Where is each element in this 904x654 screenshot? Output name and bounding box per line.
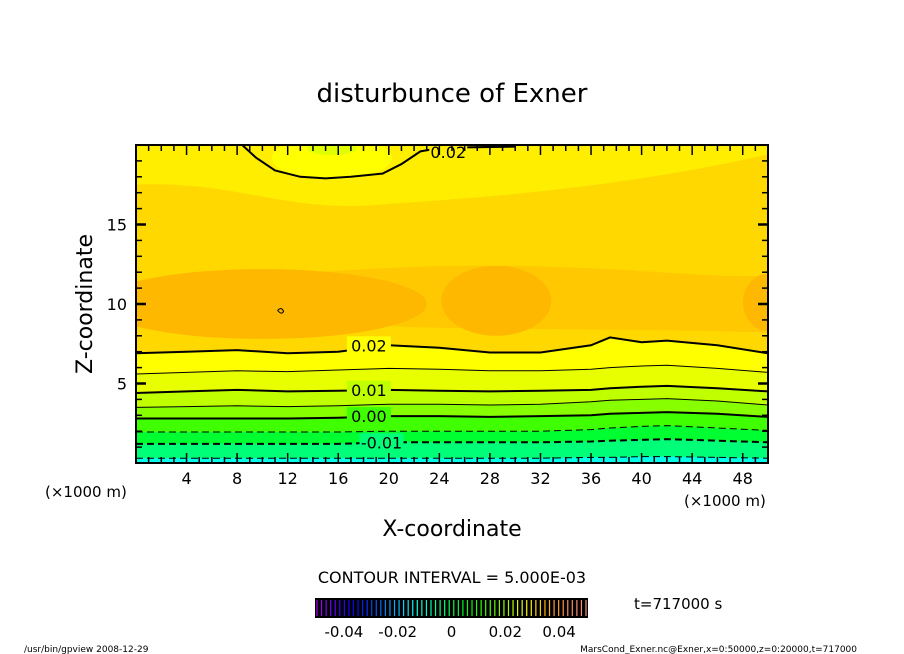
y-axis-label: Z-coordinate <box>73 234 98 374</box>
contour-small-closed <box>277 308 285 314</box>
y-tick-label: 10 <box>107 295 127 314</box>
chart-title: disturbunce of Exner <box>317 79 588 109</box>
contour-line <box>136 438 768 445</box>
y-tick-label: 5 <box>117 375 127 394</box>
blob-deepest <box>441 265 552 336</box>
contour-interval: CONTOUR INTERVAL = 5.000E-03 <box>318 568 586 587</box>
x-tick-label: 40 <box>631 469 651 488</box>
contour-label: 0.00 <box>351 407 387 426</box>
x-axis-label: X-coordinate <box>382 517 521 542</box>
footer-right: MarsCond_Exner.nc@Exner,x=0:50000,z=0:20… <box>580 645 857 654</box>
contour-label: 0.02 <box>351 336 387 355</box>
x-tick-label: 48 <box>733 469 753 488</box>
time-label: t=717000 s <box>634 595 722 613</box>
colorbar <box>315 598 588 618</box>
x-tick-label: 36 <box>581 469 601 488</box>
contour-line <box>136 336 768 355</box>
contour-label-bg <box>359 433 404 452</box>
blob-deepest <box>136 269 427 339</box>
axis-ticks <box>136 145 768 463</box>
x-tick-label: 32 <box>530 469 550 488</box>
contour-line <box>136 398 768 408</box>
x-tick-label: 24 <box>429 469 449 488</box>
x-unit-right: (×1000 m) <box>684 492 766 510</box>
x-tick-label: 28 <box>480 469 500 488</box>
band-top-core <box>306 145 357 156</box>
contour-label-bg <box>346 380 391 399</box>
footer-left: /usr/bin/gpview 2008-12-29 <box>24 645 149 654</box>
x-unit-left: (×1000 m) <box>45 483 127 501</box>
contour-label-bg <box>346 336 391 355</box>
colorbar-tick-label: -0.02 <box>378 623 417 641</box>
contour-line <box>136 364 768 375</box>
contour-labels: -0.010.000.010.020.02 <box>346 143 468 452</box>
x-tick-label: 16 <box>328 469 348 488</box>
colorbar-tick-label: 0.02 <box>489 623 522 641</box>
colorbar-labels: -0.04 -0.02 0 0.02 0.04 <box>324 623 575 641</box>
colorbar-stripes <box>316 600 587 616</box>
contour-label-bg <box>346 407 391 426</box>
x-tick-label: 4 <box>181 469 191 488</box>
colorbar-tick-label: 0 <box>447 623 457 641</box>
x-tick-label: 12 <box>278 469 298 488</box>
contour-line <box>136 425 768 433</box>
blob-deepest <box>743 273 768 332</box>
contour-label: -0.01 <box>361 433 402 452</box>
filled-contours <box>136 145 768 463</box>
x-tick-label: 44 <box>682 469 702 488</box>
contour-label: 0.01 <box>351 381 387 400</box>
band-top-yellow <box>271 145 392 180</box>
contour-line <box>136 411 768 420</box>
colorbar-tick-label: 0.04 <box>542 623 575 641</box>
y-tick-label: 15 <box>107 216 127 235</box>
contour-line <box>136 384 768 394</box>
x-tick-label: 20 <box>379 469 399 488</box>
colorbar-tick-label: -0.04 <box>324 623 363 641</box>
x-tick-label: 8 <box>232 469 242 488</box>
